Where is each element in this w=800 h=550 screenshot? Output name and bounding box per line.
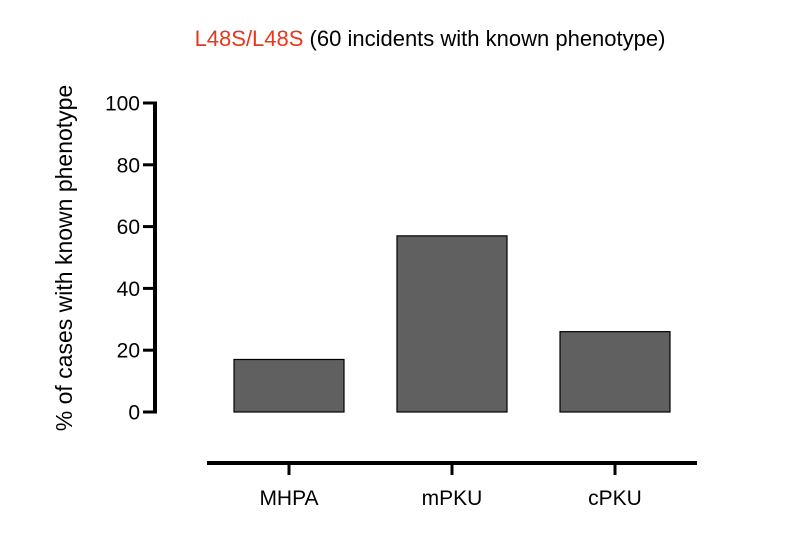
y-tick-label: 40 — [117, 278, 140, 301]
x-tick-label: MHPA — [259, 487, 318, 510]
y-axis: 0 20 40 60 80 100 — [105, 93, 157, 425]
chart-title-rest: (60 incidents with known phenotype) — [303, 26, 665, 51]
bar-mpku — [396, 235, 508, 413]
bars-group — [233, 235, 671, 413]
y-tick-label: 80 — [117, 154, 140, 177]
y-tick-label: 0 — [128, 402, 140, 425]
y-tick-label: 60 — [117, 216, 140, 239]
y-tick-label: 100 — [105, 93, 140, 116]
chart-title-highlight: L48S/L48S — [195, 26, 304, 51]
y-axis-label: % of cases with known phenotype — [51, 85, 77, 431]
bar-mhpa — [233, 358, 345, 413]
x-tick-label: cPKU — [588, 487, 642, 510]
x-tick-label: mPKU — [422, 487, 483, 510]
bar-cpku — [559, 331, 671, 413]
y-tick-label: 20 — [117, 340, 140, 363]
x-axis: MHPA mPKU cPKU — [207, 461, 697, 510]
chart-title: L48S/L48S (60 incidents with known pheno… — [195, 26, 666, 51]
